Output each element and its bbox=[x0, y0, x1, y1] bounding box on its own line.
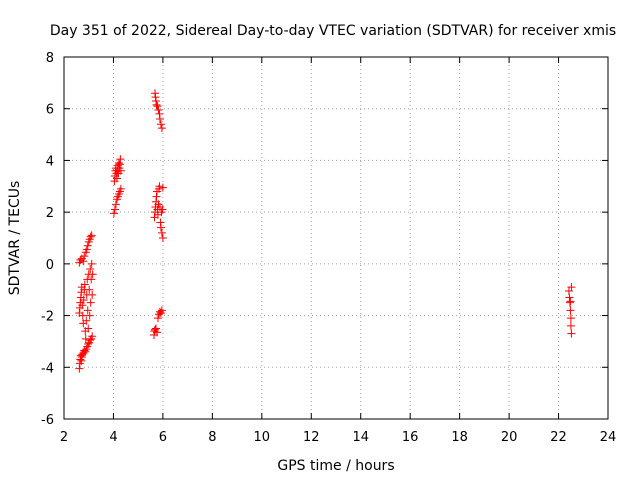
data-point bbox=[156, 223, 165, 232]
data-point bbox=[82, 245, 91, 254]
data-point bbox=[112, 174, 121, 183]
data-point bbox=[566, 297, 575, 306]
data-point bbox=[86, 265, 95, 274]
y-tick-label: 0 bbox=[46, 258, 54, 273]
data-series-sdtvar bbox=[75, 89, 576, 373]
data-point bbox=[87, 259, 96, 268]
x-tick-label: 18 bbox=[451, 430, 468, 445]
chart-title: Day 351 of 2022, Sidereal Day-to-day VTE… bbox=[50, 23, 616, 39]
data-point bbox=[116, 155, 125, 164]
data-point bbox=[158, 205, 167, 214]
data-point bbox=[88, 270, 97, 279]
x-tick-label: 6 bbox=[159, 430, 167, 445]
x-tick-label: 4 bbox=[109, 430, 117, 445]
data-point bbox=[155, 115, 164, 124]
data-point bbox=[157, 124, 166, 133]
data-point bbox=[81, 334, 90, 343]
data-point bbox=[158, 183, 167, 192]
data-point bbox=[86, 336, 95, 345]
x-tick-label: 16 bbox=[402, 430, 419, 445]
data-point bbox=[116, 184, 125, 193]
data-point bbox=[157, 306, 166, 315]
x-tick-label: 10 bbox=[254, 430, 271, 445]
y-tick-label: -6 bbox=[41, 413, 54, 428]
data-point bbox=[88, 290, 97, 299]
data-point bbox=[87, 231, 96, 240]
y-axis-label: SDTVAR / TECUs bbox=[7, 181, 23, 296]
data-point bbox=[80, 252, 89, 261]
data-point bbox=[151, 324, 160, 333]
data-point bbox=[156, 120, 165, 129]
y-tick-label: 4 bbox=[46, 154, 54, 169]
data-point bbox=[88, 332, 97, 341]
data-point bbox=[78, 311, 87, 320]
data-point bbox=[153, 102, 162, 111]
y-tick-label: -4 bbox=[41, 361, 54, 376]
data-point bbox=[84, 324, 93, 333]
data-point bbox=[566, 321, 575, 330]
data-point bbox=[567, 283, 576, 292]
data-point bbox=[87, 275, 96, 284]
data-point bbox=[111, 200, 120, 209]
data-point bbox=[152, 328, 161, 337]
x-tick-label: 20 bbox=[501, 430, 518, 445]
x-tick-label: 22 bbox=[550, 430, 567, 445]
data-point bbox=[109, 209, 118, 218]
y-tick-label: 2 bbox=[46, 206, 54, 221]
data-point bbox=[110, 205, 119, 214]
data-point bbox=[155, 307, 164, 316]
y-tick-label: 6 bbox=[46, 103, 54, 118]
data-point bbox=[85, 311, 94, 320]
data-point bbox=[86, 298, 95, 307]
data-point bbox=[154, 106, 163, 115]
data-point bbox=[80, 280, 89, 289]
y-tick-label: 8 bbox=[46, 51, 54, 66]
x-tick-label: 8 bbox=[208, 430, 216, 445]
data-point bbox=[82, 316, 91, 325]
plot-frame bbox=[63, 56, 609, 420]
data-point bbox=[155, 182, 164, 191]
data-point bbox=[153, 314, 162, 323]
data-point bbox=[158, 234, 167, 242]
data-point bbox=[566, 306, 575, 315]
x-tick-label: 12 bbox=[303, 430, 320, 445]
x-tick-label: 2 bbox=[60, 430, 68, 445]
data-point bbox=[85, 285, 94, 294]
data-point bbox=[152, 100, 161, 109]
data-point bbox=[83, 241, 92, 250]
data-point bbox=[79, 296, 88, 305]
data-point bbox=[86, 232, 95, 241]
x-tick-label: 24 bbox=[600, 430, 617, 445]
data-point bbox=[84, 340, 93, 349]
data-point bbox=[157, 228, 166, 237]
data-point bbox=[116, 166, 125, 175]
x-axis-label: GPS time / hours bbox=[277, 458, 394, 474]
data-point bbox=[83, 306, 92, 315]
data-point bbox=[79, 257, 88, 266]
gridlines bbox=[64, 57, 608, 419]
x-tick-label: 14 bbox=[352, 430, 369, 445]
data-point bbox=[78, 301, 87, 310]
y-tick-label: -2 bbox=[41, 310, 54, 325]
data-point bbox=[567, 329, 576, 338]
data-point bbox=[566, 314, 575, 323]
